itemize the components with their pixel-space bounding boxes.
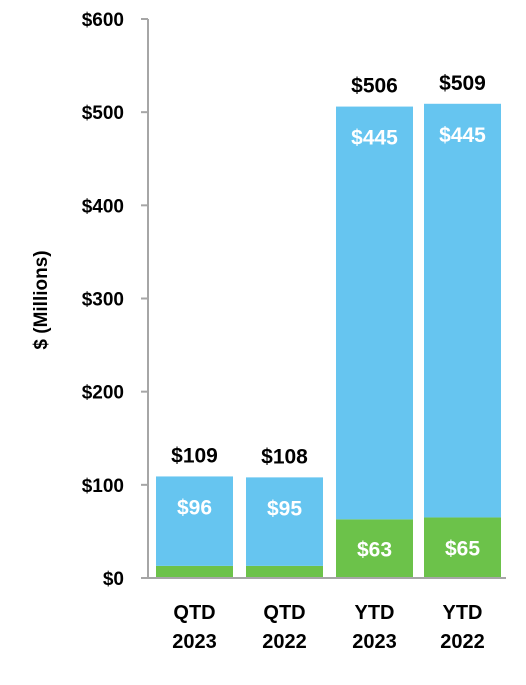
bars bbox=[156, 103, 501, 578]
y-tick-label: $300 bbox=[82, 290, 124, 311]
y-ticks: $0 $100 $200 $300 $400 $500 $600 bbox=[82, 10, 148, 590]
segment-value-label: $65 bbox=[445, 538, 480, 561]
y-axis-title-group: $ (Millions) bbox=[31, 250, 52, 349]
y-tick-label: $500 bbox=[82, 103, 124, 124]
segment-value-label: $96 bbox=[177, 496, 212, 519]
bar-segment-top bbox=[336, 106, 413, 520]
y-tick-label: $600 bbox=[82, 10, 124, 31]
y-tick-label: $100 bbox=[82, 476, 124, 497]
y-tick-label: $0 bbox=[103, 569, 124, 590]
y-tick-label: $200 bbox=[82, 383, 124, 404]
segment-value-label: $445 bbox=[439, 124, 486, 147]
total-value-label: $506 bbox=[351, 75, 398, 98]
bar-segment-top bbox=[246, 477, 323, 566]
bar-segment-top bbox=[156, 476, 233, 566]
category-labels: QTD 2023 QTD 2022 YTD 2023 YTD 2022 bbox=[172, 602, 485, 653]
total-value-label: $108 bbox=[261, 445, 308, 468]
bar-segment-bottom bbox=[246, 565, 323, 578]
total-value-label: $509 bbox=[439, 72, 486, 95]
x-category-label: 2022 bbox=[440, 631, 485, 653]
y-axis-title: $ (Millions) bbox=[31, 250, 52, 349]
segment-value-label: $63 bbox=[357, 539, 392, 562]
segment-value-label: $445 bbox=[351, 127, 398, 150]
data-labels: $96 $109 $95 $108 $63 $445 $506 $65 $445 $509 bbox=[171, 72, 486, 562]
x-category-label: YTD bbox=[355, 602, 395, 624]
bar-segment-bottom bbox=[424, 517, 501, 578]
x-category-label: QTD bbox=[173, 602, 215, 624]
x-category-label: 2023 bbox=[172, 631, 217, 653]
x-category-label: QTD bbox=[263, 602, 305, 624]
segment-value-label: $95 bbox=[267, 497, 302, 520]
y-tick-label: $400 bbox=[82, 196, 124, 217]
x-category-label: YTD bbox=[443, 602, 483, 624]
bar-segment-top bbox=[424, 103, 501, 518]
x-category-label: 2022 bbox=[262, 631, 307, 653]
total-value-label: $109 bbox=[171, 444, 218, 467]
axes bbox=[147, 19, 506, 579]
bar-segment-bottom bbox=[336, 519, 413, 578]
bar-segment-bottom bbox=[156, 565, 233, 578]
x-category-label: 2023 bbox=[352, 631, 397, 653]
